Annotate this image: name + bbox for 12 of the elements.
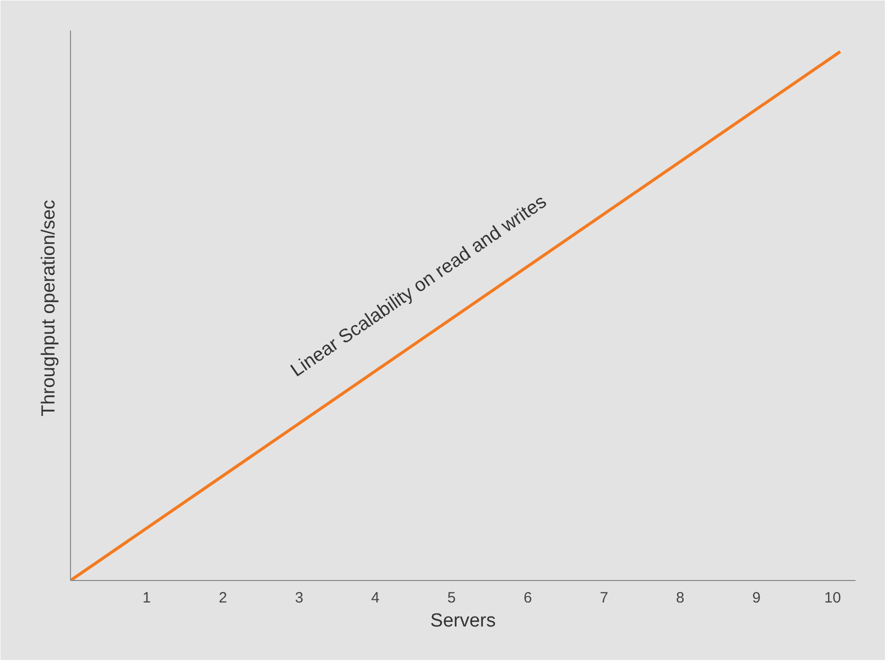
x-axis-title: Servers	[430, 610, 496, 632]
x-tick-label: 7	[600, 590, 608, 606]
x-tick-label: 2	[218, 590, 228, 606]
x-tick-label: 8	[676, 590, 684, 606]
x-tick-label: 1	[142, 590, 151, 606]
y-axis-title: Throughput operation/sec	[38, 200, 60, 416]
x-tick-label: 10	[824, 590, 841, 606]
x-tick-label: 5	[447, 590, 456, 606]
x-tick-label: 9	[752, 590, 761, 606]
x-tick-label: 4	[371, 590, 380, 606]
x-tick-label: 6	[524, 590, 532, 606]
x-tick-label: 3	[294, 590, 304, 606]
